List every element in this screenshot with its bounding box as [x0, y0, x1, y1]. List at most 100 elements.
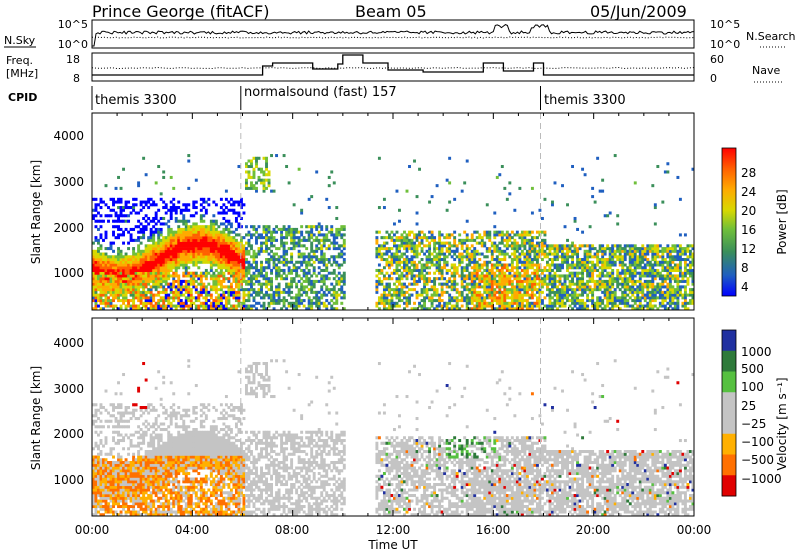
power-cell: [458, 260, 462, 264]
power-cell: [92, 266, 95, 270]
power-cell: [127, 230, 131, 234]
power-cell: [377, 268, 381, 272]
power-cell: [202, 271, 206, 275]
power-cell: [498, 274, 502, 278]
power-cell: [576, 271, 580, 275]
power-cell: [403, 268, 406, 272]
power-cell: [149, 301, 153, 305]
power-cell: [265, 282, 268, 286]
power-cell: [177, 263, 181, 267]
power-cell: [237, 200, 241, 204]
power-cell: [217, 252, 221, 256]
power-cell: [548, 293, 552, 297]
power-cell: [267, 282, 271, 286]
power-cell: [676, 279, 680, 283]
power-cell: [641, 266, 645, 270]
power-cell: [177, 244, 181, 248]
power-cell: [177, 238, 181, 242]
power-cell: [405, 301, 409, 305]
power-cell: [122, 255, 126, 259]
power-cell: [510, 263, 514, 267]
power-cell: [214, 233, 218, 237]
power-cell: [302, 274, 306, 278]
power-cell: [262, 249, 266, 253]
power-cell: [147, 277, 151, 281]
power-cell: [97, 279, 100, 283]
power-cell: [209, 255, 213, 259]
power-cell: [114, 282, 118, 286]
power-cell: [184, 296, 188, 300]
power-cell: [114, 258, 118, 262]
power-cell: [207, 299, 211, 303]
power-cell: [398, 304, 401, 308]
power-cell: [453, 230, 457, 234]
power-cell: [119, 260, 123, 264]
power-cell: [287, 301, 291, 305]
power-cell: [97, 211, 100, 215]
power-cell: [628, 288, 632, 292]
power-cell: [475, 277, 479, 281]
power-cell: [520, 301, 524, 305]
power-cell: [525, 255, 529, 259]
power-cell: [460, 293, 464, 297]
power-cell: [162, 263, 166, 267]
power-cell: [530, 288, 534, 292]
power-cell: [636, 304, 640, 308]
power-cell: [561, 290, 564, 294]
power-cell: [576, 249, 580, 253]
power-cell: [149, 307, 153, 311]
power-cell: [638, 263, 642, 267]
power-cell: [566, 274, 569, 278]
power-cell: [182, 307, 186, 311]
power-cell: [147, 236, 151, 240]
power-cell: [468, 296, 472, 300]
power-cell: [97, 247, 100, 251]
power-cell: [651, 244, 655, 248]
power-cell: [157, 208, 161, 212]
power-cell: [428, 271, 432, 275]
power-cell: [315, 293, 319, 297]
power-cell: [217, 233, 221, 237]
power-cell: [576, 288, 580, 292]
power-cell: [658, 293, 662, 297]
power-cell: [267, 252, 271, 256]
power-cell: [618, 255, 622, 259]
power-cell: [302, 268, 306, 272]
power-cell: [631, 252, 635, 256]
power-cell: [546, 288, 549, 292]
power-cell: [533, 255, 537, 259]
power-cell: [117, 233, 120, 237]
power-cell: [209, 244, 213, 248]
power-cell: [92, 274, 95, 278]
power-cell: [380, 301, 384, 305]
power-cell: [285, 263, 289, 267]
power-cell: [232, 307, 236, 311]
power-cell: [583, 304, 587, 308]
power-cell: [174, 288, 178, 292]
power-cell: [438, 296, 442, 300]
power-cell: [174, 249, 178, 253]
power-cell: [631, 247, 635, 251]
power-cell: [490, 282, 494, 286]
power-cell: [219, 282, 223, 286]
power-cell: [237, 271, 241, 275]
power-cell: [312, 271, 316, 275]
power-cell: [194, 233, 198, 237]
power-cell: [202, 227, 206, 231]
power-cell: [174, 266, 178, 270]
power-cell: [681, 304, 685, 308]
power-cell: [124, 296, 128, 300]
power-cell: [470, 299, 474, 303]
power-cell: [92, 293, 95, 297]
power-cell: [465, 307, 469, 311]
power-cell: [127, 285, 131, 289]
power-cell: [523, 260, 527, 264]
power-cell: [475, 230, 479, 234]
power-cell: [633, 288, 637, 292]
power-cell: [505, 230, 509, 234]
power-cell: [540, 247, 544, 251]
power-cell: [305, 255, 309, 259]
power-cell: [194, 258, 198, 262]
power-cell: [272, 307, 276, 311]
